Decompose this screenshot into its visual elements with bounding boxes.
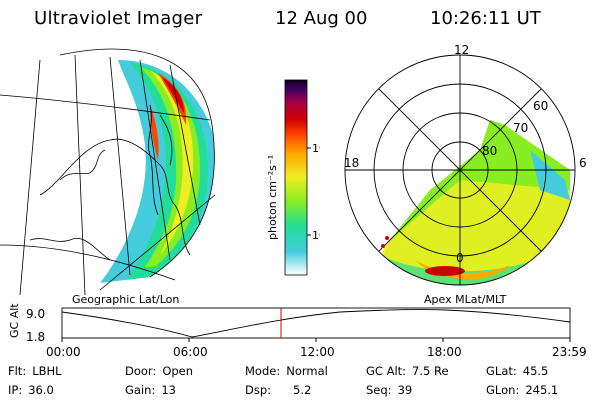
timeline-xtick-3: 18:00 — [427, 345, 462, 359]
mode-info: Mode: Normal — [245, 364, 328, 378]
glon-info: GLon: 245.1 — [486, 383, 559, 397]
color-gradient — [284, 79, 308, 276]
colorbar-unit-label: photon cm⁻²s⁻¹ — [266, 155, 279, 240]
polar-grid — [344, 54, 576, 286]
dsp-info: Dsp: 5.2 — [245, 383, 312, 397]
mlat-label-60: 60 — [533, 99, 548, 113]
colorbar-tick-10: 10 — [312, 229, 320, 242]
timeline-frame — [61, 307, 571, 339]
mlt-label-dawn: 6 — [579, 156, 587, 170]
door-info: Door: Open — [125, 364, 194, 378]
timeline-ylabel: GC Alt — [8, 303, 21, 338]
mlt-label-midnight: 0 — [456, 251, 464, 265]
timeline-xtick-2: 12:00 — [300, 345, 335, 359]
altitude-curve — [61, 309, 571, 338]
orbit-altitude-timeline: GC Alt 9.0 1.8 00:00 06:00 12:00 18:00 2… — [8, 303, 587, 359]
mlt-label-noon: 12 — [454, 43, 469, 57]
observation-date: 12 Aug 00 — [275, 8, 368, 29]
gain-info: Gain: 13 — [125, 383, 176, 397]
colorbar-tick-100: 100 — [312, 142, 320, 155]
glat-info: GLat: 45.5 — [486, 364, 549, 378]
polar-mlat-mlt-plot: 12 18 6 0 60 70 80 — [344, 43, 587, 286]
observation-time: 10:26:11 UT — [430, 8, 541, 29]
color-scale-bar: 100 10 photon cm⁻²s⁻¹ — [266, 79, 320, 276]
left-panel-caption: Geographic Lat/Lon — [72, 293, 180, 306]
timeline-ytick-low: 1.8 — [26, 330, 45, 344]
gc-alt-info: GC Alt: 7.5 Re — [366, 364, 449, 378]
sequence-info: Seq: 39 — [366, 383, 413, 397]
geographic-map-panel — [0, 48, 216, 295]
polar-auroral-emission — [370, 120, 570, 285]
instrument-title: Ultraviolet Imager — [34, 8, 203, 29]
map-grid-and-coastlines — [0, 48, 216, 295]
mlt-label-dusk: 18 — [344, 156, 359, 170]
ip-info: IP: 36.0 — [8, 383, 54, 397]
right-panel-caption: Apex MLat/MLT — [424, 293, 507, 306]
timeline-xtick-1: 06:00 — [173, 345, 208, 359]
auroral-emission-image — [95, 60, 215, 290]
timeline-ytick-high: 9.0 — [26, 307, 45, 321]
timeline-xtick-4: 23:59 — [552, 345, 587, 359]
mlat-label-70: 70 — [513, 121, 528, 135]
timeline-xtick-0: 00:00 — [46, 345, 81, 359]
mlat-label-80: 80 — [482, 144, 497, 158]
filter-info: Flt: LBHL — [8, 364, 62, 378]
